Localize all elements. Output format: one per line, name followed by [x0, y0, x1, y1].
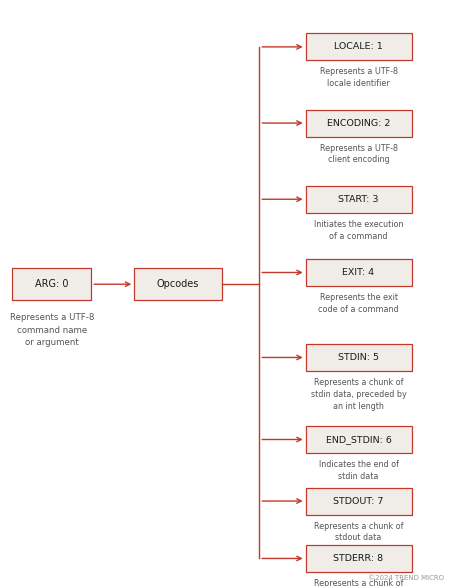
Text: Represents a UTF-8
locale identifier: Represents a UTF-8 locale identifier — [320, 67, 397, 88]
Text: ENCODING: 2: ENCODING: 2 — [327, 118, 390, 128]
Text: ARG: 0: ARG: 0 — [35, 279, 69, 289]
Text: START: 3: START: 3 — [338, 195, 379, 204]
FancyBboxPatch shape — [306, 426, 411, 453]
Text: Represents a chunk of
stdin data, preceded by
an int length: Represents a chunk of stdin data, preced… — [311, 378, 406, 411]
FancyBboxPatch shape — [134, 268, 222, 300]
Text: Indicates the end of
stdin data: Indicates the end of stdin data — [318, 460, 399, 481]
Text: EXIT: 4: EXIT: 4 — [342, 268, 375, 277]
Text: Represents a chunk of
stdout data: Represents a chunk of stdout data — [314, 522, 403, 542]
Text: Opcodes: Opcodes — [157, 279, 199, 289]
FancyBboxPatch shape — [306, 186, 411, 213]
Text: ©2024 TREND MICRO: ©2024 TREND MICRO — [368, 575, 444, 581]
Text: STDIN: 5: STDIN: 5 — [338, 353, 379, 362]
FancyBboxPatch shape — [306, 110, 411, 137]
FancyBboxPatch shape — [306, 545, 411, 572]
Text: Represents a UTF-8
client encoding: Represents a UTF-8 client encoding — [320, 144, 397, 164]
FancyBboxPatch shape — [306, 488, 411, 515]
Text: Initiates the execution
of a command: Initiates the execution of a command — [314, 220, 403, 240]
Text: Represents the exit
code of a command: Represents the exit code of a command — [318, 293, 399, 314]
Text: Represents a UTF-8
command name
or argument: Represents a UTF-8 command name or argum… — [9, 314, 94, 347]
Text: STDOUT: 7: STDOUT: 7 — [333, 496, 384, 506]
Text: Represents a chunk of
stderr data: Represents a chunk of stderr data — [314, 579, 403, 586]
FancyBboxPatch shape — [306, 259, 411, 286]
FancyBboxPatch shape — [306, 344, 411, 371]
FancyBboxPatch shape — [306, 33, 411, 60]
Text: END_STDIN: 6: END_STDIN: 6 — [326, 435, 391, 444]
Text: STDERR: 8: STDERR: 8 — [333, 554, 384, 563]
Text: LOCALE: 1: LOCALE: 1 — [334, 42, 383, 52]
FancyBboxPatch shape — [13, 268, 91, 300]
